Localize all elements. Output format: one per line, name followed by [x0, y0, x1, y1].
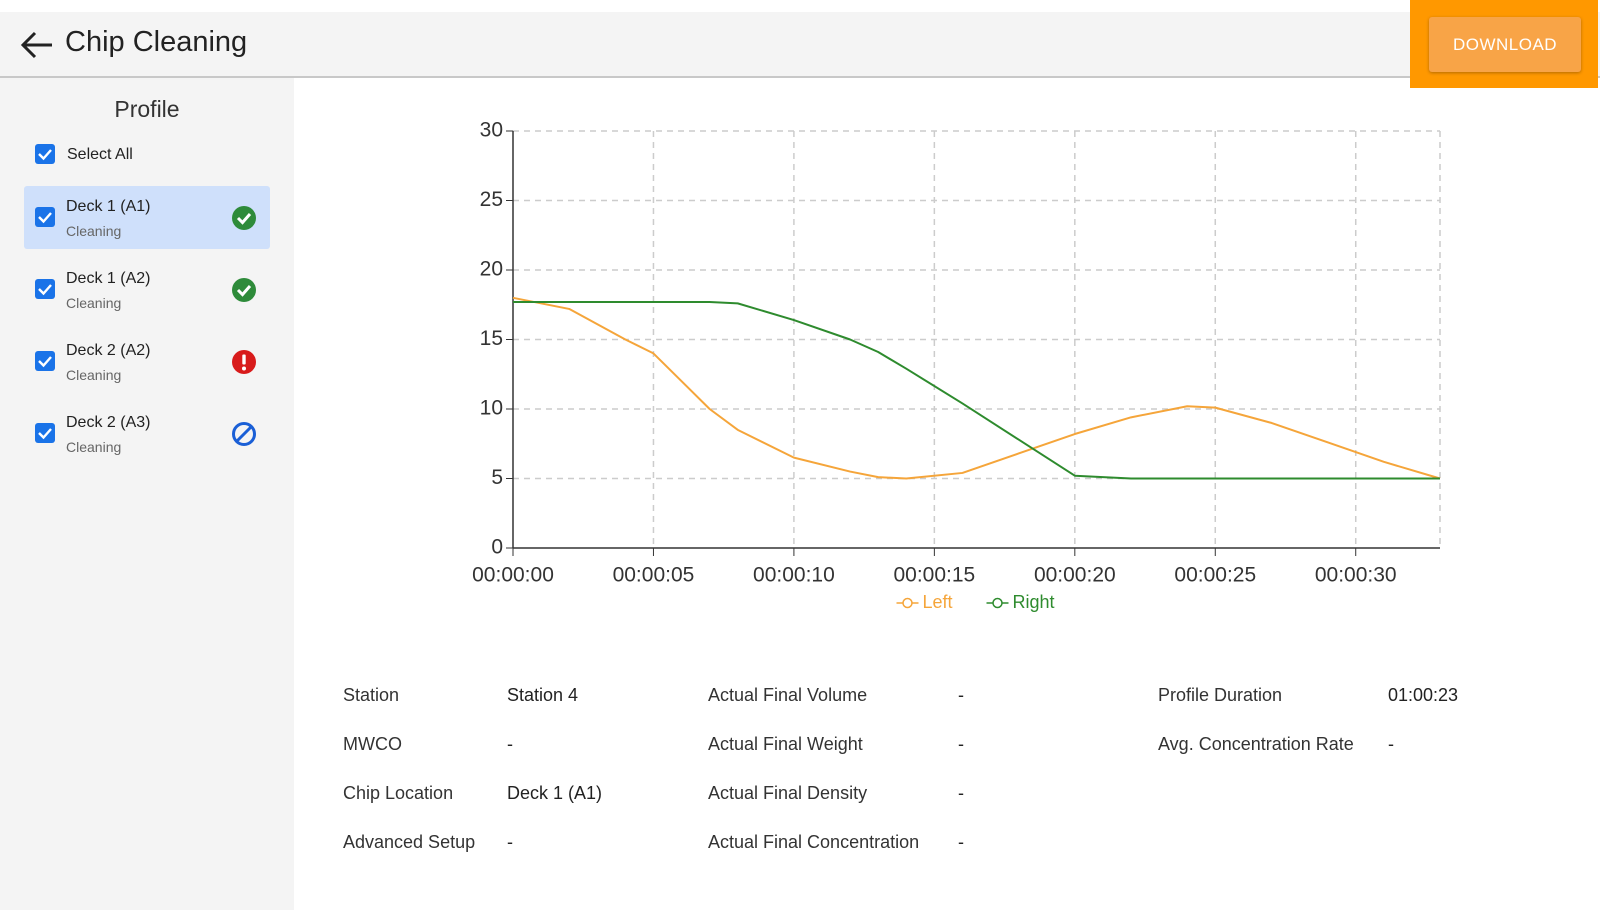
- y-tick-label: 10: [480, 397, 503, 420]
- page-title: Chip Cleaning: [65, 26, 248, 58]
- profile-item[interactable]: Deck 2 (A2) Cleaning: [24, 330, 270, 393]
- detail-label: MWCO: [343, 734, 402, 754]
- legend-item: Left: [896, 592, 953, 612]
- item-sublabel: Cleaning: [66, 367, 122, 383]
- x-tick-label: 00:00:00: [472, 564, 554, 587]
- line-series: [512, 296, 1441, 480]
- detail-value: -: [958, 832, 964, 852]
- item-label: Deck 1 (A2): [66, 270, 151, 287]
- line-series: [513, 300, 1440, 480]
- detail-label: Station: [343, 685, 400, 705]
- checkbox[interactable]: [35, 207, 55, 227]
- detail-value: -: [958, 783, 964, 803]
- legend-label: Right: [1013, 592, 1055, 612]
- y-tick-label: 0: [491, 536, 503, 559]
- legend-marker: [992, 597, 1003, 609]
- x-tick-label: 00:00:20: [1034, 564, 1116, 587]
- status-ok-icon: [232, 278, 256, 302]
- x-tick-label: 00:00:05: [613, 564, 695, 587]
- detail-label: Actual Final Concentration: [708, 832, 920, 852]
- header: Chip Cleaning: [0, 12, 1600, 78]
- detail-value: 01:00:23: [1388, 685, 1459, 705]
- chart: 0 5 10 15 20 25 30 00:00:00 00:00:05 00:00:10 00:0…: [472, 119, 1441, 612]
- item-sublabel: Cleaning: [66, 223, 122, 239]
- legend-item: Right: [986, 592, 1055, 612]
- sidebar: Profile Select All Deck 1 (A1) Cleaning …: [0, 78, 294, 910]
- y-tick-label: 15: [480, 327, 503, 350]
- y-tick-label: 20: [480, 258, 503, 281]
- detail-label: Actual Final Volume: [708, 685, 868, 705]
- detail-value: -: [1388, 734, 1394, 754]
- status-error-icon: [232, 350, 256, 374]
- item-label: Deck 1 (A1): [66, 198, 151, 215]
- detail-label: Chip Location: [343, 783, 454, 803]
- detail-value: Station 4: [507, 685, 579, 705]
- y-tick-label: 30: [480, 119, 503, 142]
- detail-value: -: [958, 685, 964, 705]
- y-tick-label: 5: [491, 466, 503, 489]
- x-tick-label: 00:00:25: [1174, 564, 1256, 587]
- item-label: Deck 2 (A2): [66, 342, 151, 359]
- checkbox[interactable]: [35, 144, 55, 164]
- detail-value: Deck 1 (A1): [507, 783, 603, 803]
- legend-label: Left: [923, 592, 953, 612]
- detail-value: -: [507, 832, 513, 852]
- checkbox[interactable]: [35, 351, 55, 371]
- detail-label: Avg. Concentration Rate: [1158, 734, 1354, 754]
- y-tick-label: 25: [480, 188, 503, 211]
- item-label: Deck 2 (A3): [66, 414, 151, 431]
- item-sublabel: Cleaning: [66, 439, 122, 455]
- status-blocked-icon: [232, 422, 256, 446]
- profile-item[interactable]: Deck 2 (A3) Cleaning: [24, 402, 270, 465]
- detail-label: Actual Final Weight: [708, 734, 863, 754]
- download-button[interactable]: DOWNLOAD: [1429, 17, 1581, 72]
- detail-value: -: [507, 734, 513, 754]
- profile-item[interactable]: Deck 1 (A1) Cleaning: [24, 186, 270, 249]
- detail-value: -: [958, 734, 964, 754]
- detail-label: Actual Final Density: [708, 783, 868, 803]
- checkbox[interactable]: [35, 423, 55, 443]
- item-sublabel: Cleaning: [66, 295, 122, 311]
- legend-marker: [902, 597, 913, 609]
- x-tick-label: 00:00:30: [1315, 564, 1397, 587]
- back-button[interactable]: [20, 30, 54, 60]
- sidebar-title: Profile: [114, 96, 180, 122]
- profile-item[interactable]: Deck 1 (A2) Cleaning: [24, 258, 270, 321]
- x-tick-label: 00:00:10: [753, 564, 835, 587]
- x-tick-label: 00:00:15: [893, 564, 975, 587]
- detail-label: Advanced Setup: [343, 832, 476, 852]
- detail-label: Profile Duration: [1158, 685, 1283, 705]
- status-ok-icon: [232, 206, 256, 230]
- select-all-label: Select All: [67, 146, 133, 163]
- checkbox[interactable]: [35, 279, 55, 299]
